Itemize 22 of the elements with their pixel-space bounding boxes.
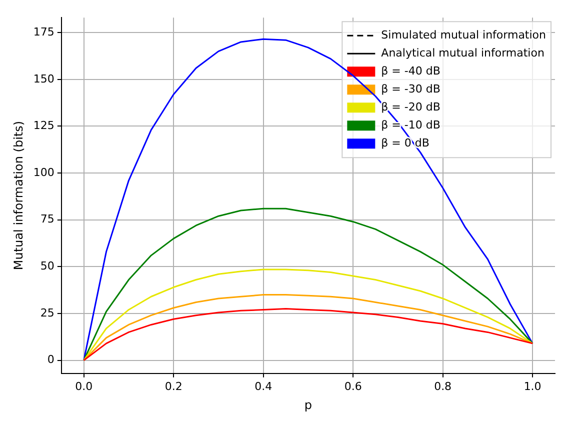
y-tick-label: 125 — [33, 119, 54, 132]
legend-label: β = -30 dB — [381, 82, 440, 96]
x-tick-label: 0.2 — [164, 380, 182, 393]
legend-label: Simulated mutual information — [381, 28, 546, 42]
x-tick-label: 0.0 — [75, 380, 93, 393]
x-tick-label: 0.6 — [344, 380, 362, 393]
y-tick-label: 150 — [33, 72, 54, 86]
y-tick-label: 75 — [40, 212, 54, 226]
y-tick-label: 100 — [33, 166, 54, 179]
x-tick-label: 0.8 — [434, 380, 452, 393]
legend-label: β = -10 dB — [381, 118, 440, 132]
x-tick-label: 1.0 — [524, 380, 542, 393]
x-tick-label: 0.4 — [254, 380, 272, 393]
legend-label: β = 0 dB — [381, 136, 430, 150]
y-tick-label: 175 — [33, 25, 54, 38]
y-tick-label: 0 — [47, 353, 54, 366]
x-axis-title: p — [304, 398, 312, 412]
legend-label: Analytical mutual information — [381, 46, 544, 60]
legend-label: β = -40 dB — [381, 64, 440, 78]
y-axis-title: Mutual information (bits) — [11, 120, 26, 270]
y-tick-label: 50 — [40, 260, 54, 273]
y-tick-label: 25 — [40, 306, 54, 320]
